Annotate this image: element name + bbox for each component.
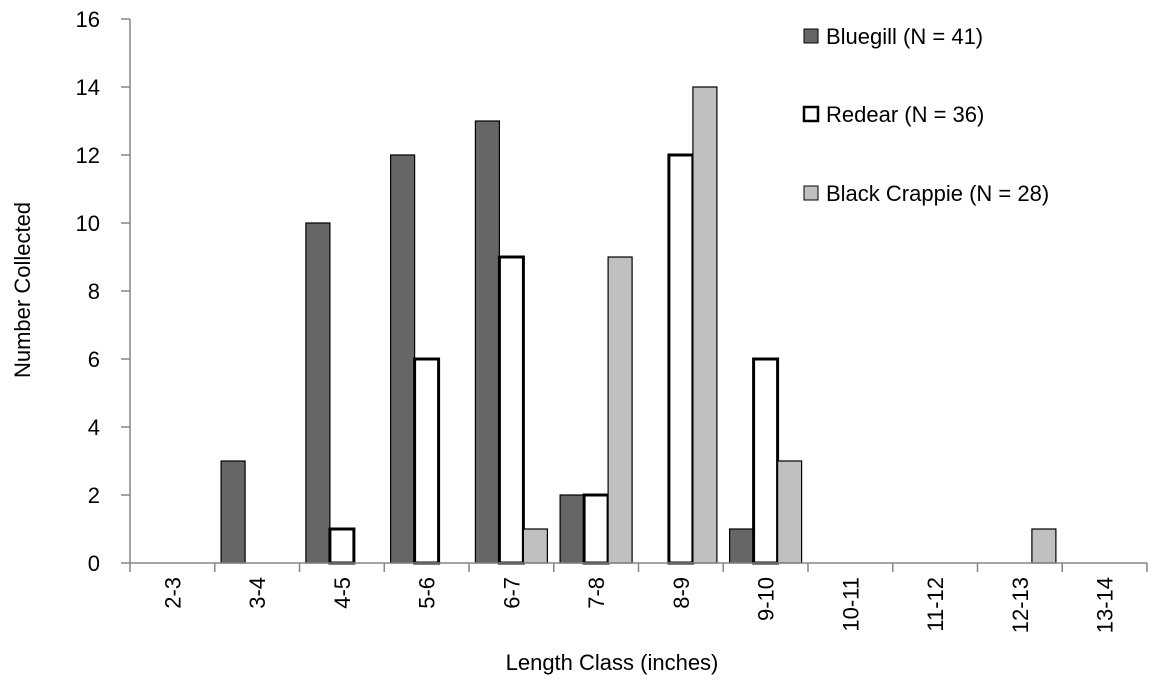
bar-black-crappie-9-10 bbox=[778, 461, 802, 563]
x-tick-label: 2-3 bbox=[160, 577, 185, 609]
x-tick-labels: 2-3 3-4 4-5 5-6 6-7 7-8 8-9 9-10 10-11 11-12 12-13… bbox=[160, 577, 1117, 633]
legend: Bluegill (N = 41) Redear (N = 36) Black Cr… bbox=[804, 24, 1049, 206]
bar-redear-9-10 bbox=[754, 359, 778, 563]
bar-bluegill-3-4 bbox=[221, 461, 245, 563]
bar-redear-8-9 bbox=[669, 155, 693, 563]
legend-label-black-crappie: Black Crappie (N = 28) bbox=[826, 181, 1049, 206]
x-tick-label: 7-8 bbox=[584, 577, 609, 609]
y-tick-label: 0 bbox=[88, 551, 100, 576]
x-tick-label: 8-9 bbox=[669, 577, 694, 609]
y-tick-label: 6 bbox=[88, 347, 100, 372]
y-tick-label: 4 bbox=[88, 415, 100, 440]
legend-swatch-redear bbox=[804, 107, 818, 121]
y-tick-label: 10 bbox=[76, 211, 100, 236]
x-tick-label: 6-7 bbox=[499, 577, 524, 609]
legend-swatch-black-crappie bbox=[804, 186, 818, 200]
bar-bluegill-5-6 bbox=[391, 155, 415, 563]
bar-black-crappie-6-7 bbox=[523, 529, 547, 563]
axes-layer bbox=[121, 19, 1147, 572]
y-tick-label: 8 bbox=[88, 279, 100, 304]
x-tick-label: 5-6 bbox=[415, 577, 440, 609]
legend-label-redear: Redear (N = 36) bbox=[826, 102, 984, 127]
bar-bluegill-7-8 bbox=[560, 495, 584, 563]
y-tick-label: 12 bbox=[76, 143, 100, 168]
bar-redear-5-6 bbox=[415, 359, 439, 563]
x-tick-label: 10-11 bbox=[838, 577, 863, 632]
y-tick-label: 16 bbox=[76, 7, 100, 32]
bar-bluegill-9-10 bbox=[730, 529, 754, 563]
bar-redear-6-7 bbox=[499, 257, 523, 563]
x-axis-title: Length Class (inches) bbox=[506, 650, 719, 675]
legend-label-bluegill: Bluegill (N = 41) bbox=[826, 24, 983, 49]
x-tick-label: 4-5 bbox=[330, 577, 355, 609]
x-tick-label: 13-14 bbox=[1093, 577, 1118, 633]
bar-redear-7-8 bbox=[584, 495, 608, 563]
bar-black-crappie-8-9 bbox=[693, 87, 717, 563]
x-tick-label: 12-13 bbox=[1008, 577, 1033, 633]
x-tick-label: 3-4 bbox=[245, 577, 270, 609]
bar-black-crappie-7-8 bbox=[608, 257, 632, 563]
bar-bluegill-4-5 bbox=[306, 223, 330, 563]
x-tick-label: 9-10 bbox=[754, 577, 779, 621]
bar-redear-4-5 bbox=[330, 529, 354, 563]
y-tick-labels: 0 2 4 6 8 10 12 14 16 bbox=[76, 7, 100, 576]
y-tick-label: 14 bbox=[76, 75, 100, 100]
y-axis-title: Number Collected bbox=[10, 202, 35, 378]
bar-bluegill-6-7 bbox=[475, 121, 499, 563]
bar-black-crappie-12-13 bbox=[1032, 529, 1056, 563]
legend-swatch-bluegill bbox=[804, 29, 818, 43]
bars-layer bbox=[221, 87, 1056, 563]
x-tick-label: 11-12 bbox=[923, 577, 948, 632]
y-tick-label: 2 bbox=[88, 483, 100, 508]
